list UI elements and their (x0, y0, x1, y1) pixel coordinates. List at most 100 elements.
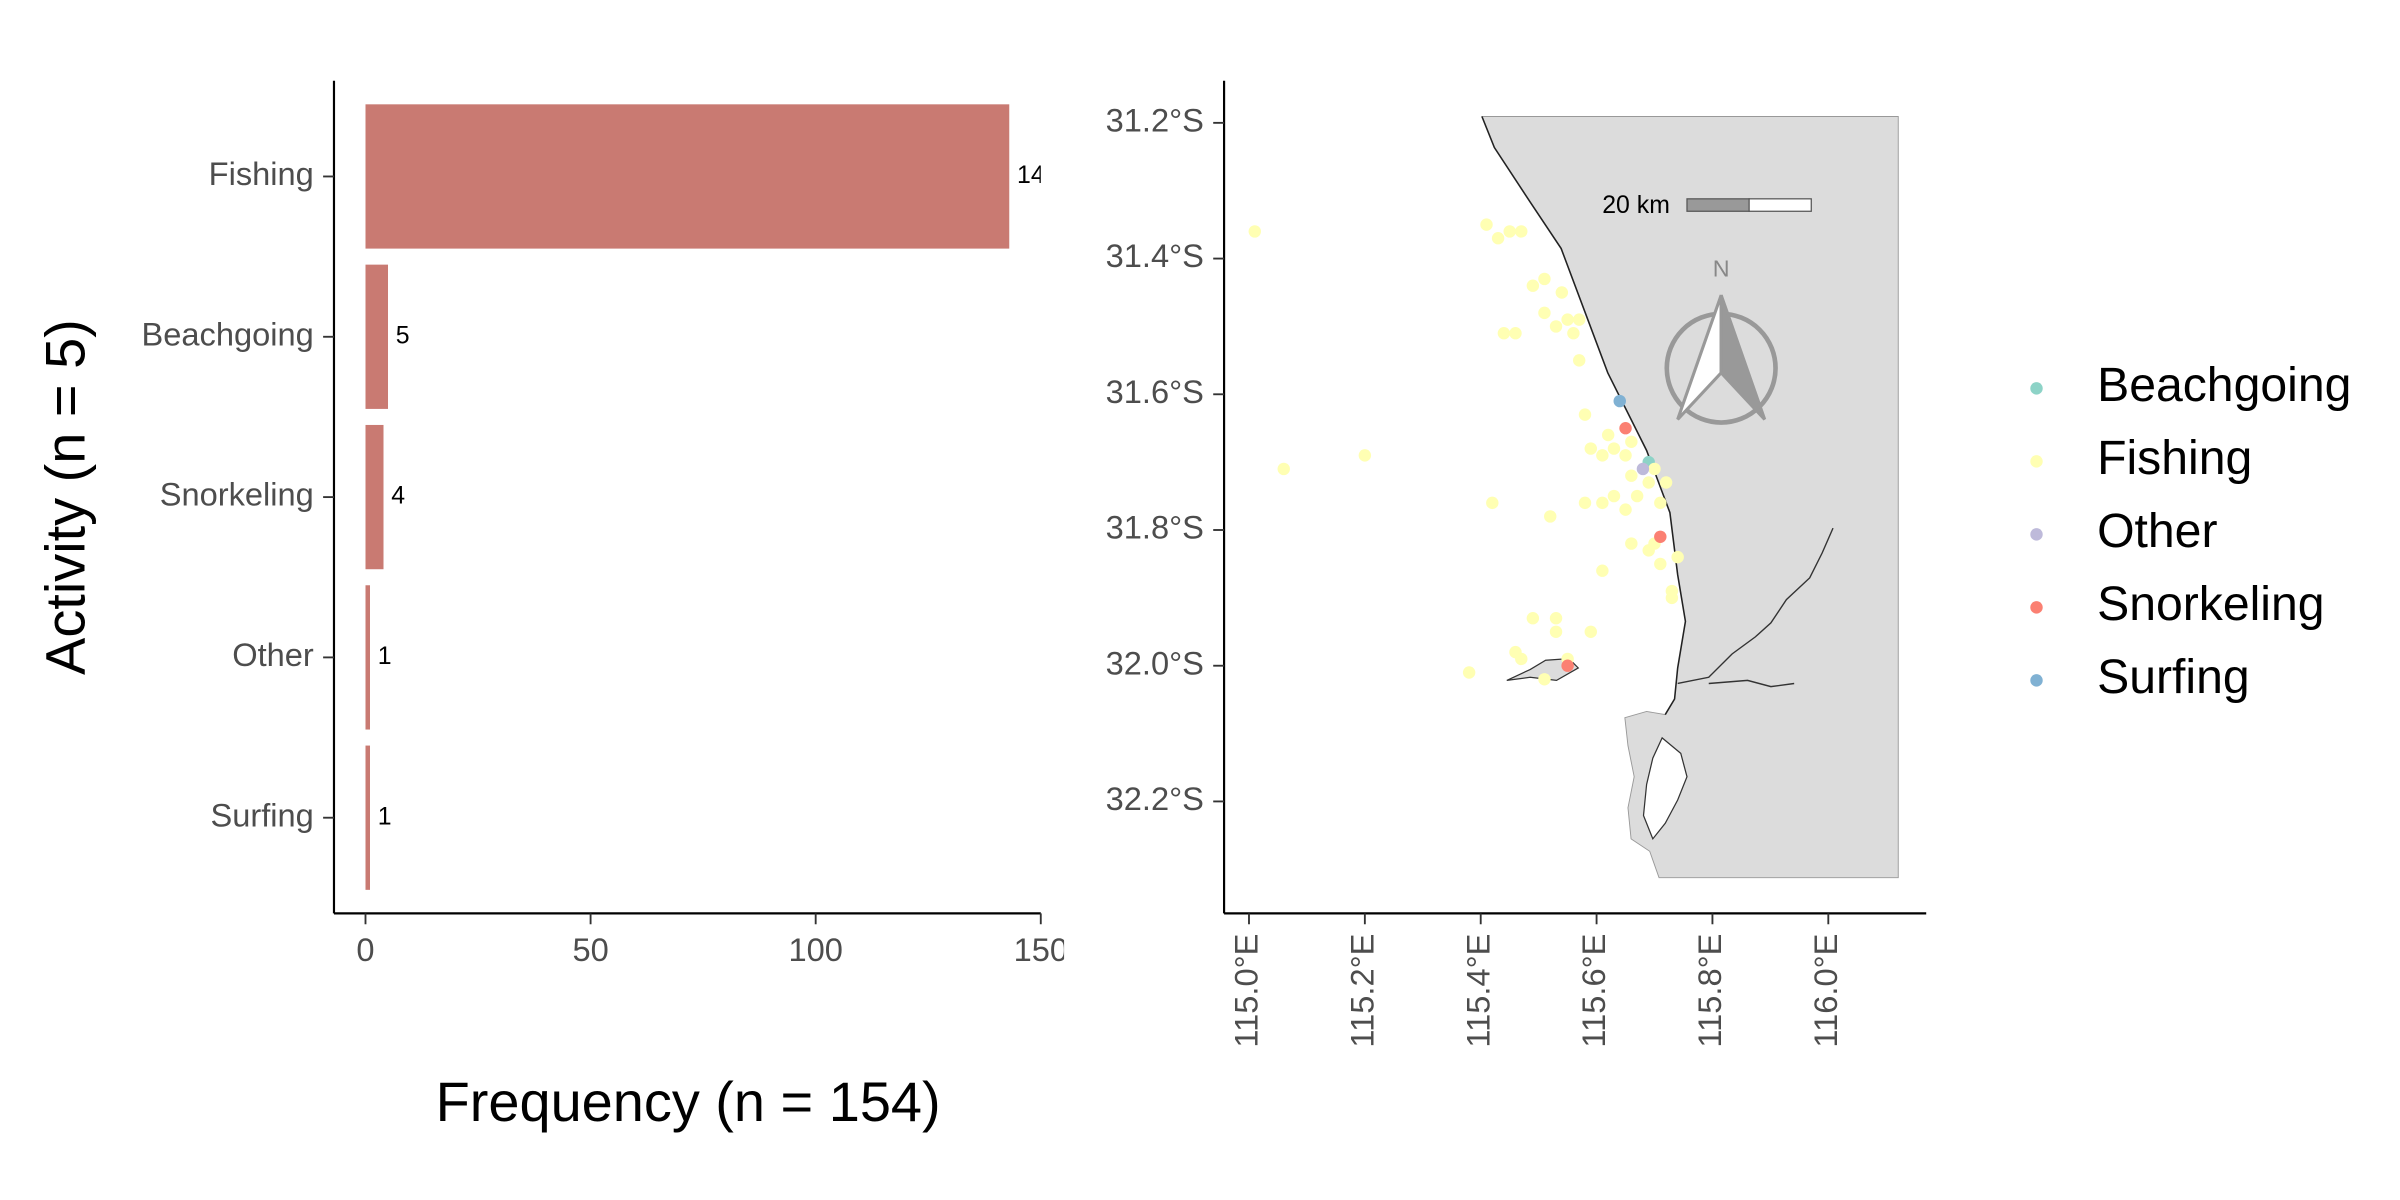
scale-bar (1686, 198, 1750, 212)
point (1642, 476, 1655, 489)
x-tick-label: 116.0°E (1807, 934, 1844, 1048)
north-arrow (1719, 294, 1767, 421)
point (1567, 326, 1580, 340)
point (1538, 272, 1551, 286)
map-panel: 31.2°S 31.4°S 31.6°S 31.8°S 32.0°S 32.2°S 115.… (1106, 80, 1927, 1048)
legend-marker (2030, 674, 2043, 687)
legend-label: Beachgoing (2097, 358, 2351, 412)
legend-marker (2030, 455, 2043, 468)
point (1497, 326, 1511, 340)
point (1572, 354, 1586, 367)
scale-label: 20 km (1602, 192, 1670, 219)
point (1248, 225, 1261, 238)
x-tick-label: 50 (572, 931, 608, 968)
point (1601, 428, 1615, 442)
legend-label: Snorkeling (2097, 577, 2324, 631)
river (1708, 679, 1795, 688)
legend-marker (2030, 528, 2043, 541)
point (1358, 449, 1372, 462)
point (1515, 225, 1528, 238)
point (1561, 313, 1574, 326)
point (1538, 306, 1551, 320)
y-tick-label: 31.6°S (1106, 373, 1204, 410)
point (1526, 612, 1540, 625)
point (1607, 489, 1621, 503)
legend-marker (2030, 601, 2043, 614)
point (1619, 503, 1632, 516)
point (1596, 496, 1609, 510)
coastline (1481, 116, 1687, 715)
point (1538, 673, 1551, 686)
x-tick-label: 115.8°E (1691, 934, 1728, 1048)
bar (365, 424, 384, 570)
point (1480, 218, 1493, 231)
x-axis-title: Frequency (n = 154) (436, 1070, 941, 1133)
x-tick-label: 115.0°E (1228, 934, 1265, 1048)
y-tick-label: 31.4°S (1106, 237, 1204, 274)
point (1625, 469, 1638, 482)
legend-label: Other (2097, 504, 2217, 558)
data-label: 1 (378, 803, 392, 830)
y-tick-label: Surfing (210, 796, 313, 833)
point (1596, 449, 1609, 462)
x-tick-label: 150 (1014, 931, 1068, 968)
point (1630, 489, 1644, 503)
point (1596, 564, 1609, 577)
point (1625, 435, 1638, 448)
bar (365, 585, 370, 730)
x-tick-label: 100 (788, 931, 842, 968)
point (1503, 225, 1516, 238)
point (1654, 496, 1667, 510)
data-labels: 143 5 4 1 1 (378, 162, 1058, 830)
point (1619, 421, 1632, 435)
legend-marker (2030, 382, 2043, 395)
data-label: 143 (1017, 162, 1058, 189)
legend-label: Surfing (2097, 650, 2250, 704)
point (1625, 537, 1638, 550)
legend: Beachgoing Fishing Other Snorkeling Surfing (2030, 358, 2351, 704)
x-tick-label: 115.6°E (1575, 934, 1612, 1048)
data-label: 4 (391, 483, 405, 510)
bar (365, 264, 389, 409)
point (1671, 550, 1684, 564)
point (1572, 313, 1586, 326)
y-axis-title: Activity (n = 5) (34, 319, 97, 675)
point (1584, 625, 1598, 638)
y-tick-label: 31.2°S (1106, 101, 1204, 138)
north-label: N (1713, 255, 1730, 281)
point (1607, 442, 1621, 455)
y-tick-label: Beachgoing (142, 315, 314, 352)
land (1481, 116, 1899, 879)
point (1526, 279, 1540, 292)
y-tick-label: Other (232, 636, 314, 673)
point (1486, 496, 1499, 510)
map-land: 20 km N (1481, 116, 1899, 879)
point (1654, 557, 1667, 571)
point (1648, 462, 1661, 476)
point (1515, 652, 1528, 666)
point (1549, 612, 1563, 625)
point (1544, 510, 1557, 523)
point (1549, 320, 1563, 333)
river (1677, 527, 1834, 685)
point (1613, 394, 1626, 408)
point (1636, 462, 1650, 476)
scale-bar (1748, 198, 1812, 212)
bar (365, 745, 370, 890)
point (1665, 591, 1679, 605)
bar-panel: 0 50 100 150 143 5 4 1 1 Fishing Beachgoing Snorkel… (142, 80, 1068, 968)
y-tick-label: 32.2°S (1106, 780, 1204, 817)
point (1654, 530, 1667, 543)
y-tick-label: 32.0°S (1106, 644, 1204, 681)
point (1578, 496, 1592, 510)
point (1491, 231, 1505, 245)
bar (365, 104, 1010, 249)
y-tick-label: Snorkeling (160, 476, 314, 513)
point (1561, 659, 1574, 672)
point (1584, 442, 1598, 455)
x-tick-label: 0 (356, 931, 374, 968)
point (1619, 449, 1632, 462)
point (1277, 462, 1290, 476)
point (1555, 286, 1569, 299)
